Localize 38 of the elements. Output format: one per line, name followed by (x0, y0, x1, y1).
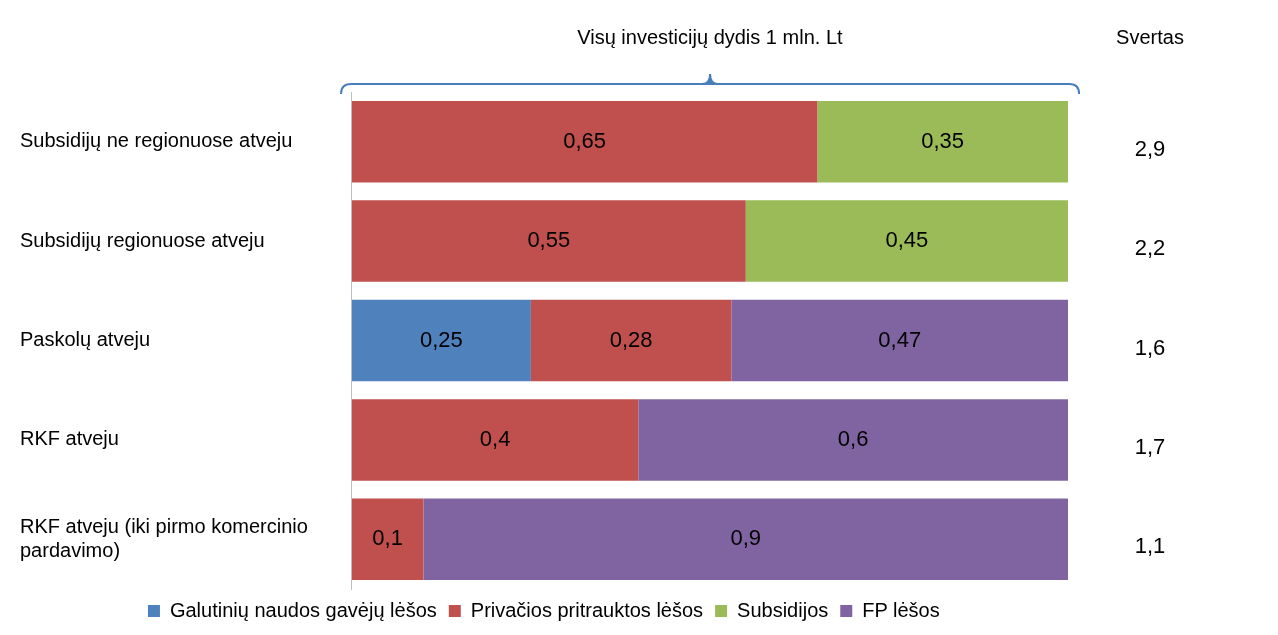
data-label: 0,25 (419, 326, 463, 352)
bar (530, 299, 732, 382)
text: 1,1 (1134, 533, 1166, 559)
y-tick-label: Paskolų atveju (20, 328, 151, 351)
data-label: 0,65 (563, 127, 607, 153)
y-tick-label: RKF atveju (20, 427, 119, 450)
data-label: 0,9 (730, 525, 762, 551)
legend-label: Subsidijos (737, 598, 829, 621)
bar (351, 399, 639, 481)
data-label: 0,45 (885, 227, 929, 253)
y-tick-label: RKF atveju (iki pirmo komercinio pardavimo) (20, 514, 308, 561)
data-label: 0,28 (609, 326, 653, 352)
bar (351, 100, 818, 183)
data-label: 0,55 (527, 227, 571, 253)
bar (351, 498, 424, 581)
text: Svertas (1116, 25, 1184, 48)
text: 2,9 (1134, 135, 1166, 161)
bar (817, 100, 1068, 183)
bar (731, 299, 1068, 382)
bar (745, 200, 1068, 282)
data-label: 0,1 (372, 525, 403, 551)
bar (351, 299, 531, 382)
bar (351, 200, 746, 282)
data-label: 0,35 (921, 127, 965, 153)
bar (638, 399, 1068, 481)
data-label: 0,6 (837, 425, 869, 451)
data-label: 0,4 (479, 425, 511, 451)
legend-label: Privačios pritrauktos lėšos (470, 598, 704, 621)
chart-title: Visų investicijų dydis 1 mln. Lt (577, 25, 844, 48)
bar (423, 498, 1068, 581)
legend-label: Galutinių naudos gavėjų lėšos (169, 598, 437, 621)
y-tick-label: Subsidijų ne regionuose atveju (20, 129, 293, 152)
text: 2,2 (1134, 235, 1166, 261)
text: 1,7 (1134, 433, 1166, 459)
legend-label: FP lėšos (862, 598, 940, 621)
text: 1,6 (1134, 334, 1166, 360)
y-tick-label: Subsidijų regionuose atveju (20, 228, 265, 251)
data-label: 0,47 (878, 326, 922, 352)
